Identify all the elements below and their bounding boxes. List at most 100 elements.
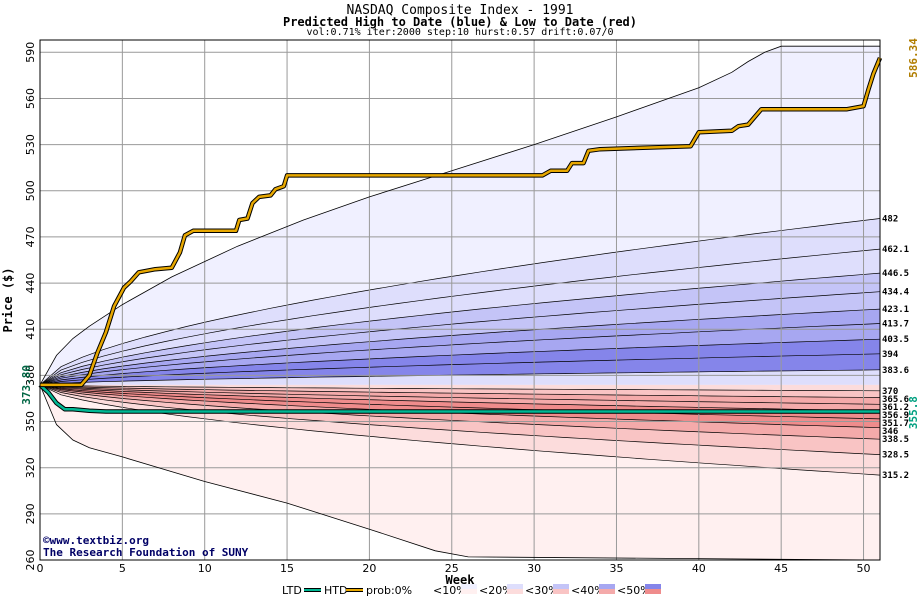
band-red-0 bbox=[40, 384, 880, 476]
y-tick-label-1: 290 bbox=[24, 503, 37, 524]
band-red-2 bbox=[40, 384, 880, 440]
lower-bound-line bbox=[39, 384, 881, 561]
percentile-curve-2 bbox=[39, 272, 881, 386]
legend-label-6: <40% bbox=[571, 584, 605, 597]
band-blue-7 bbox=[40, 353, 880, 385]
x-tick-label-0: 0 bbox=[37, 562, 44, 575]
legend-label-3: <10% bbox=[433, 584, 467, 597]
percentile-label-12: 356.9 bbox=[882, 411, 909, 421]
percentile-curve-0 bbox=[39, 218, 881, 386]
band-red-6 bbox=[40, 384, 880, 405]
ltd-line bbox=[39, 383, 880, 413]
y-tick-label-6: 440 bbox=[24, 273, 37, 294]
legend-label-5: <30% bbox=[525, 584, 559, 597]
x-tick-label-8: 40 bbox=[692, 562, 706, 575]
percentile-label-3: 434.4 bbox=[882, 288, 910, 298]
x-tick-label-4: 20 bbox=[362, 562, 376, 575]
legend: LTD HTD prob:0% <10% <20% <30% <40% <50% bbox=[282, 584, 661, 597]
legend-swatch-top-7 bbox=[645, 584, 661, 589]
percentile-label-8: 383.6 bbox=[882, 366, 909, 376]
band-blue-0 bbox=[40, 218, 880, 385]
percentile-curve-17 bbox=[39, 384, 881, 476]
y-tick-label-4: 380 bbox=[24, 365, 37, 386]
band-red-7 bbox=[40, 384, 880, 398]
legend-swatch-top-4 bbox=[507, 584, 523, 589]
x-tick-label-6: 30 bbox=[527, 562, 541, 575]
legend-label-4: <20% bbox=[479, 584, 513, 597]
x-tick-label-10: 50 bbox=[857, 562, 871, 575]
legend-label-2: prob:0% bbox=[366, 584, 412, 597]
band-blue-5 bbox=[40, 323, 880, 385]
chart-title: NASDAQ Composite Index - 1991 bbox=[346, 3, 574, 18]
band-blue-near bbox=[40, 369, 880, 385]
start-value-label: 373.80 bbox=[20, 365, 33, 405]
percentile-label-14: 346 bbox=[882, 427, 898, 437]
watermark-org: The Research Foundation of SUNY bbox=[43, 546, 249, 559]
band-red-3 bbox=[40, 384, 880, 428]
percentile-label-4: 423.1 bbox=[882, 305, 909, 315]
legend-swatch-top-3 bbox=[461, 584, 477, 589]
x-tick-label-9: 45 bbox=[774, 562, 788, 575]
band-red-near bbox=[40, 384, 880, 391]
y-tick-label-9: 530 bbox=[24, 134, 37, 155]
band-blue-4 bbox=[40, 309, 880, 385]
legend-swatch-top-6 bbox=[599, 584, 615, 589]
percentile-label-2: 446.5 bbox=[882, 269, 909, 279]
legend-swatch-bottom-6 bbox=[599, 589, 615, 594]
axis-labels: 0 5 10 15 20 25 30 35 40 45 50 260 290 320 350 380 410 44… bbox=[1, 38, 920, 587]
chart-params: vol:0.71% iter:2000 step:10 hurst:0.57 d… bbox=[306, 27, 614, 38]
legend-swatch-bottom-3 bbox=[461, 589, 477, 594]
x-tick-label-7: 35 bbox=[609, 562, 623, 575]
ltd-final-label: 355.8 bbox=[907, 396, 920, 429]
htd-final-label: 586.34 bbox=[907, 38, 920, 78]
band-blue-3 bbox=[40, 291, 880, 385]
legend-swatch-bottom-5 bbox=[553, 589, 569, 594]
y-tick-label-7: 470 bbox=[24, 226, 37, 247]
plot-frame bbox=[39, 39, 881, 561]
percentile-label-16: 328.5 bbox=[882, 451, 909, 461]
percentile-label-11: 361.2 bbox=[882, 403, 909, 413]
x-tick-label-1: 5 bbox=[119, 562, 126, 575]
y-tick-label-3: 350 bbox=[24, 411, 37, 432]
legend-swatch-bottom-7 bbox=[645, 589, 661, 594]
series-lines bbox=[38, 57, 883, 414]
percentile-label-7: 394 bbox=[882, 350, 899, 360]
chart-subtitle: Predicted High to Date (blue) & Low to D… bbox=[282, 15, 637, 29]
y-tick-label-8: 500 bbox=[24, 180, 37, 201]
percentile-curve-5 bbox=[39, 323, 881, 386]
percentile-label-17: 315.2 bbox=[882, 471, 909, 481]
y-axis-label: Price ($) bbox=[1, 267, 15, 332]
percentile-label-13: 351.7 bbox=[882, 419, 909, 429]
percentile-curve-16 bbox=[39, 384, 881, 455]
percentile-curve-13 bbox=[39, 384, 881, 420]
percentile-label-10: 365.6 bbox=[882, 395, 909, 405]
percentile-label-6: 403.5 bbox=[882, 335, 909, 345]
band-red-1 bbox=[40, 384, 880, 455]
legend-swatch-bottom-4 bbox=[507, 589, 523, 594]
legend-label-7: <50% bbox=[617, 584, 651, 597]
y-tick-label-11: 590 bbox=[24, 42, 37, 63]
y-tick-label-10: 560 bbox=[24, 88, 37, 109]
band-blue-6 bbox=[40, 339, 880, 385]
percentile-curve-12 bbox=[39, 384, 881, 412]
percentile-label-15: 338.5 bbox=[882, 435, 909, 445]
legend-label-0: LTD bbox=[282, 584, 302, 597]
legend-swatch-top-2 bbox=[415, 584, 431, 589]
percentile-curve-9 bbox=[39, 384, 881, 392]
percentile-curve-15 bbox=[39, 384, 881, 440]
x-tick-label-2: 10 bbox=[198, 562, 212, 575]
percentile-curve-10 bbox=[39, 384, 881, 398]
percentile-curve-11 bbox=[39, 384, 881, 405]
percentile-label-9: 370 bbox=[882, 387, 898, 397]
upper-bound-line bbox=[39, 45, 880, 386]
percentile-curve-4 bbox=[39, 308, 881, 386]
watermark-url: ©www.textbiz.org bbox=[43, 534, 149, 547]
band-blue-2 bbox=[40, 273, 880, 385]
y-tick-label-0: 260 bbox=[24, 550, 37, 571]
percentile-label-0: 482 bbox=[882, 214, 898, 224]
percentile-curve-3 bbox=[39, 291, 881, 386]
x-tick-label-3: 15 bbox=[280, 562, 294, 575]
legend-swatch-top-5 bbox=[553, 584, 569, 589]
